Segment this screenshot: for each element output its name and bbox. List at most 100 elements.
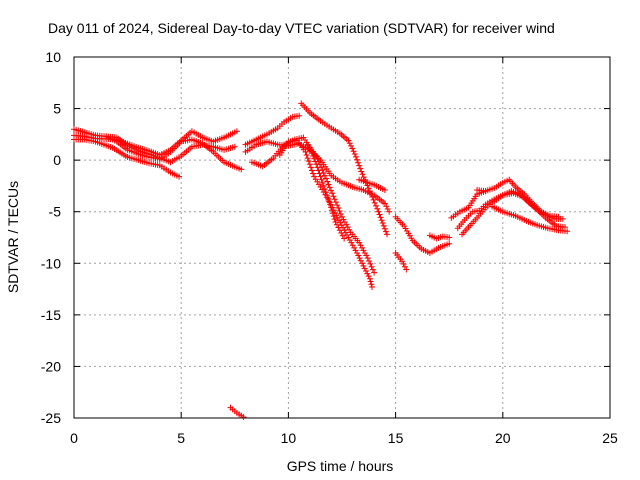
data-point bbox=[376, 211, 383, 218]
data-point bbox=[319, 179, 326, 186]
data-point bbox=[384, 231, 391, 238]
data-point bbox=[380, 222, 387, 229]
data-point bbox=[339, 213, 345, 220]
axis-ticks: 0 5 10 15 20 25 -25 -20 -15 -10 -5 0 5 10 bbox=[41, 49, 618, 446]
data-point bbox=[364, 270, 371, 277]
data-point bbox=[346, 226, 353, 233]
series-track-13 bbox=[392, 249, 410, 273]
data-point bbox=[305, 158, 312, 165]
data-point bbox=[337, 210, 344, 217]
data-point bbox=[370, 196, 377, 203]
data-point bbox=[331, 196, 338, 203]
series-track-5 bbox=[242, 138, 393, 215]
series-track-16 bbox=[474, 176, 562, 220]
data-point bbox=[346, 237, 353, 244]
data-point bbox=[316, 170, 323, 177]
data-point bbox=[365, 273, 372, 280]
data-point bbox=[303, 151, 310, 158]
data-point bbox=[555, 213, 562, 220]
data-point bbox=[355, 252, 362, 259]
data-point bbox=[401, 263, 408, 270]
grid bbox=[74, 57, 610, 418]
data-point bbox=[356, 255, 363, 262]
data-point bbox=[304, 155, 311, 162]
data-point bbox=[357, 242, 364, 249]
y-tick-label: 0 bbox=[53, 152, 61, 168]
data-point bbox=[335, 205, 342, 212]
data-point bbox=[330, 193, 337, 200]
data-point bbox=[383, 203, 390, 210]
data-point bbox=[340, 216, 347, 223]
data-point bbox=[382, 228, 389, 235]
x-tick-label: 15 bbox=[388, 430, 404, 446]
data-point bbox=[349, 242, 356, 249]
chart-title: Day 011 of 2024, Sidereal Day-to-day VTE… bbox=[48, 20, 555, 36]
data-point bbox=[355, 159, 362, 166]
data-point bbox=[359, 260, 366, 267]
data-point bbox=[349, 145, 356, 152]
data-point bbox=[318, 176, 325, 183]
data-point bbox=[307, 164, 314, 171]
data-point bbox=[365, 185, 372, 192]
data-point bbox=[231, 143, 238, 150]
data-point bbox=[363, 268, 370, 275]
y-tick-label: -5 bbox=[49, 204, 62, 220]
data-point bbox=[331, 216, 338, 223]
data-point bbox=[238, 166, 245, 173]
x-tick-label: 25 bbox=[602, 430, 618, 446]
data-point bbox=[446, 234, 453, 241]
data-point bbox=[345, 234, 352, 241]
data-point bbox=[350, 148, 357, 155]
data-point bbox=[321, 186, 328, 193]
plot-frame bbox=[73, 56, 611, 419]
data-point bbox=[325, 196, 332, 203]
data-point bbox=[371, 199, 378, 206]
data-point bbox=[306, 161, 313, 168]
data-point bbox=[333, 212, 340, 219]
x-tick-label: 5 bbox=[177, 430, 185, 446]
data-point bbox=[352, 153, 359, 160]
data-point bbox=[354, 156, 361, 163]
data-point bbox=[317, 173, 324, 180]
data-point bbox=[369, 266, 376, 273]
series-track-14 bbox=[426, 232, 453, 242]
y-axis-label: SDTVAR / TECUs bbox=[5, 181, 21, 293]
data-point bbox=[368, 263, 375, 270]
x-tick-label: 20 bbox=[495, 430, 511, 446]
data-point bbox=[345, 137, 352, 144]
data-point bbox=[176, 173, 183, 180]
data-point bbox=[372, 202, 379, 209]
data-point bbox=[360, 247, 367, 254]
data-point bbox=[381, 187, 388, 194]
data-point bbox=[316, 161, 323, 168]
data-point bbox=[367, 260, 374, 267]
data-point bbox=[368, 191, 375, 198]
data-point bbox=[359, 171, 366, 178]
series-track-19 bbox=[489, 203, 571, 235]
data-point bbox=[326, 199, 333, 206]
data-point bbox=[363, 252, 370, 259]
y-tick-label: -20 bbox=[41, 358, 61, 374]
y-tick-label: -10 bbox=[41, 255, 61, 271]
data-point bbox=[375, 208, 382, 215]
data-point bbox=[326, 184, 333, 191]
data-point bbox=[324, 178, 331, 185]
x-tick-label: 0 bbox=[70, 430, 78, 446]
data-point bbox=[367, 278, 374, 285]
data-point bbox=[320, 182, 327, 189]
data-series bbox=[71, 100, 571, 420]
series-track-17 bbox=[459, 190, 568, 238]
data-point bbox=[341, 235, 348, 242]
data-point bbox=[351, 150, 358, 157]
data-point bbox=[323, 175, 330, 182]
data-point bbox=[351, 244, 358, 251]
data-point bbox=[366, 188, 373, 195]
data-point bbox=[446, 240, 453, 247]
data-point bbox=[336, 207, 343, 214]
data-point bbox=[330, 207, 337, 214]
data-point bbox=[356, 162, 363, 169]
data-point bbox=[400, 260, 407, 267]
data-point bbox=[321, 172, 328, 179]
data-point bbox=[341, 219, 348, 226]
data-point bbox=[371, 269, 378, 276]
